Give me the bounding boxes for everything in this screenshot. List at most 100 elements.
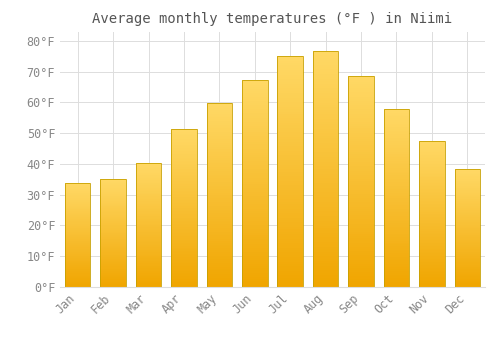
- Bar: [313, 58, 338, 60]
- Bar: [454, 187, 480, 188]
- Bar: [313, 244, 338, 247]
- Bar: [384, 221, 409, 223]
- Bar: [242, 169, 268, 172]
- Bar: [65, 216, 90, 217]
- Bar: [242, 136, 268, 138]
- Bar: [65, 246, 90, 247]
- Bar: [206, 119, 232, 121]
- Bar: [419, 236, 444, 237]
- Bar: [65, 224, 90, 225]
- Bar: [348, 154, 374, 156]
- Bar: [65, 279, 90, 280]
- Bar: [206, 281, 232, 283]
- Bar: [242, 87, 268, 89]
- Bar: [454, 284, 480, 285]
- Bar: [454, 249, 480, 251]
- Bar: [313, 228, 338, 230]
- Bar: [171, 146, 196, 148]
- Bar: [242, 246, 268, 248]
- Bar: [419, 239, 444, 240]
- Bar: [454, 178, 480, 180]
- Bar: [278, 72, 303, 75]
- Bar: [242, 235, 268, 237]
- Bar: [454, 262, 480, 264]
- Bar: [65, 186, 90, 187]
- Bar: [136, 175, 162, 177]
- Bar: [136, 201, 162, 203]
- Bar: [100, 224, 126, 225]
- Bar: [313, 136, 338, 138]
- Bar: [136, 272, 162, 273]
- Bar: [206, 217, 232, 219]
- Bar: [171, 137, 196, 139]
- Bar: [171, 271, 196, 273]
- Bar: [419, 196, 444, 198]
- Bar: [454, 224, 480, 226]
- Bar: [100, 233, 126, 234]
- Bar: [348, 255, 374, 257]
- Bar: [454, 248, 480, 249]
- Bar: [278, 164, 303, 167]
- Bar: [384, 163, 409, 164]
- Bar: [65, 213, 90, 214]
- Bar: [136, 211, 162, 212]
- Bar: [206, 182, 232, 184]
- Bar: [242, 159, 268, 161]
- Bar: [454, 265, 480, 266]
- Bar: [313, 86, 338, 89]
- Bar: [65, 202, 90, 203]
- Bar: [278, 121, 303, 123]
- Bar: [313, 112, 338, 114]
- Bar: [100, 276, 126, 277]
- Bar: [206, 160, 232, 162]
- Bar: [242, 180, 268, 182]
- Bar: [65, 211, 90, 212]
- Bar: [171, 270, 196, 271]
- Bar: [419, 274, 444, 275]
- Bar: [278, 216, 303, 218]
- Bar: [313, 105, 338, 107]
- Bar: [136, 268, 162, 270]
- Bar: [206, 258, 232, 259]
- Bar: [100, 286, 126, 287]
- Bar: [206, 228, 232, 230]
- Bar: [65, 237, 90, 238]
- Bar: [419, 272, 444, 274]
- Bar: [136, 240, 162, 241]
- Bar: [242, 101, 268, 103]
- Bar: [454, 233, 480, 234]
- Bar: [136, 225, 162, 226]
- Bar: [348, 186, 374, 188]
- Bar: [136, 261, 162, 262]
- Bar: [100, 253, 126, 254]
- Bar: [278, 75, 303, 77]
- Bar: [454, 258, 480, 259]
- Bar: [278, 160, 303, 162]
- Bar: [419, 220, 444, 221]
- Bar: [206, 219, 232, 220]
- Bar: [206, 106, 232, 108]
- Bar: [384, 172, 409, 173]
- Bar: [206, 117, 232, 119]
- Bar: [171, 254, 196, 256]
- Bar: [100, 258, 126, 259]
- Bar: [454, 217, 480, 219]
- Bar: [419, 243, 444, 245]
- Bar: [419, 167, 444, 169]
- Bar: [65, 219, 90, 220]
- Bar: [206, 280, 232, 281]
- Bar: [206, 265, 232, 267]
- Bar: [65, 231, 90, 232]
- Bar: [384, 259, 409, 260]
- Bar: [100, 204, 126, 205]
- Bar: [65, 191, 90, 192]
- Bar: [65, 286, 90, 287]
- Bar: [136, 226, 162, 228]
- Bar: [348, 232, 374, 234]
- Bar: [65, 207, 90, 208]
- Bar: [384, 219, 409, 221]
- Bar: [136, 168, 162, 169]
- Bar: [65, 232, 90, 233]
- Bar: [384, 132, 409, 134]
- Bar: [171, 276, 196, 278]
